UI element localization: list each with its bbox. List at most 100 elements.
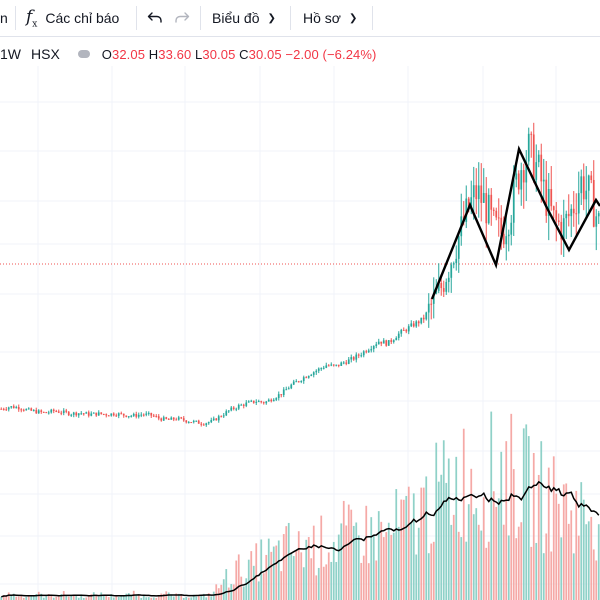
chart-grid	[0, 66, 600, 600]
candle-body	[447, 277, 450, 282]
candle-body	[585, 190, 588, 200]
interval-button[interactable]: n	[0, 0, 8, 36]
candle-body	[445, 281, 448, 292]
volume-bar	[335, 561, 338, 600]
candle-body	[102, 413, 105, 415]
volume-bar	[362, 555, 365, 600]
volume-bar	[352, 525, 355, 600]
volume-bar	[215, 584, 218, 600]
volume-bar	[332, 541, 335, 600]
volume-bar	[340, 523, 343, 600]
candle-body	[97, 412, 100, 416]
candle-body	[152, 415, 155, 417]
volume-bar	[75, 595, 78, 600]
candle-body	[407, 326, 410, 332]
candle-body	[522, 170, 525, 183]
candle-body	[27, 408, 30, 410]
chart-menu-button[interactable]: Biểu đồ ❯	[212, 0, 276, 36]
candle-body	[552, 206, 555, 211]
volume-bar	[110, 594, 113, 600]
volume-bar	[387, 522, 390, 600]
open-value: 32.05	[112, 46, 146, 62]
volume-bar	[157, 595, 160, 600]
candle-body	[305, 377, 308, 379]
indicators-label: Các chỉ báo	[45, 10, 120, 26]
volume-bar	[55, 596, 58, 600]
volume-bar	[587, 521, 590, 600]
volume-bar	[42, 597, 45, 600]
candle-body	[125, 415, 128, 417]
candle-body	[215, 418, 218, 421]
toolbar-divider	[290, 6, 291, 30]
volume-bar	[565, 483, 568, 600]
candle-body	[145, 413, 148, 415]
volume-bar	[67, 596, 70, 600]
candle-body	[515, 173, 518, 180]
volume-bar	[330, 561, 333, 600]
candle-body	[287, 388, 290, 390]
candle-body	[117, 413, 120, 416]
volume-bar	[545, 533, 548, 600]
pattern-drawing-line[interactable]	[430, 145, 600, 300]
candle-body	[230, 407, 233, 411]
volume-bar	[552, 456, 555, 600]
status-dot-icon[interactable]	[77, 50, 90, 58]
profile-menu-button[interactable]: Hồ sơ ❯	[303, 0, 357, 36]
redo-button[interactable]	[173, 0, 191, 36]
volume-bar	[227, 587, 230, 600]
candle-body	[505, 236, 508, 245]
candle-body	[60, 412, 63, 414]
candle-body	[242, 404, 245, 406]
volume-bar	[487, 541, 490, 600]
candle-body	[380, 341, 383, 344]
candle-body	[435, 290, 438, 294]
candle-body	[180, 417, 183, 419]
candle-body	[350, 357, 353, 360]
candle-body	[227, 410, 230, 412]
undo-button[interactable]	[146, 0, 164, 36]
price-chart[interactable]	[0, 66, 600, 600]
volume-bar	[210, 596, 213, 600]
volume-bar	[380, 521, 383, 600]
volume-bar	[392, 532, 395, 600]
candle-body	[10, 406, 13, 408]
candle-body	[137, 414, 140, 417]
indicators-button[interactable]: fx Các chỉ báo	[26, 0, 119, 36]
volume-bar	[547, 467, 550, 600]
volume-bar	[202, 593, 205, 600]
volume-bar	[255, 543, 258, 600]
candle-body	[525, 161, 528, 183]
candle-body	[452, 263, 455, 265]
volume-bar	[147, 597, 150, 600]
volume-bar	[87, 595, 90, 600]
candle-body	[90, 413, 93, 416]
candle-body	[52, 409, 55, 411]
volume-bar	[540, 441, 543, 600]
candle-body	[300, 381, 303, 383]
volume-bar	[405, 495, 408, 600]
volume-bar	[422, 487, 425, 600]
volume-bar	[425, 476, 428, 600]
candle-body	[477, 185, 480, 200]
candle-body	[252, 400, 255, 403]
volume-bar	[407, 486, 410, 600]
candle-body	[22, 409, 25, 411]
volume-bar	[280, 571, 283, 600]
candle-body	[347, 359, 350, 364]
candle-body	[392, 340, 395, 342]
candle-body	[410, 323, 413, 327]
candle-body	[275, 398, 278, 400]
candle-body	[365, 351, 368, 353]
candle-body	[92, 412, 95, 414]
volume-bar	[475, 508, 478, 600]
candle-body	[150, 412, 153, 416]
change-value: −2.00 (−6.24%)	[285, 46, 377, 62]
candle-body	[570, 208, 573, 217]
volume-bar	[477, 524, 480, 600]
volume-bar	[515, 538, 518, 600]
low-value: 30.05	[202, 46, 236, 62]
candle-body	[217, 416, 220, 421]
candle-body	[582, 176, 585, 200]
candle-body	[437, 283, 440, 291]
volume-bar	[107, 597, 110, 600]
